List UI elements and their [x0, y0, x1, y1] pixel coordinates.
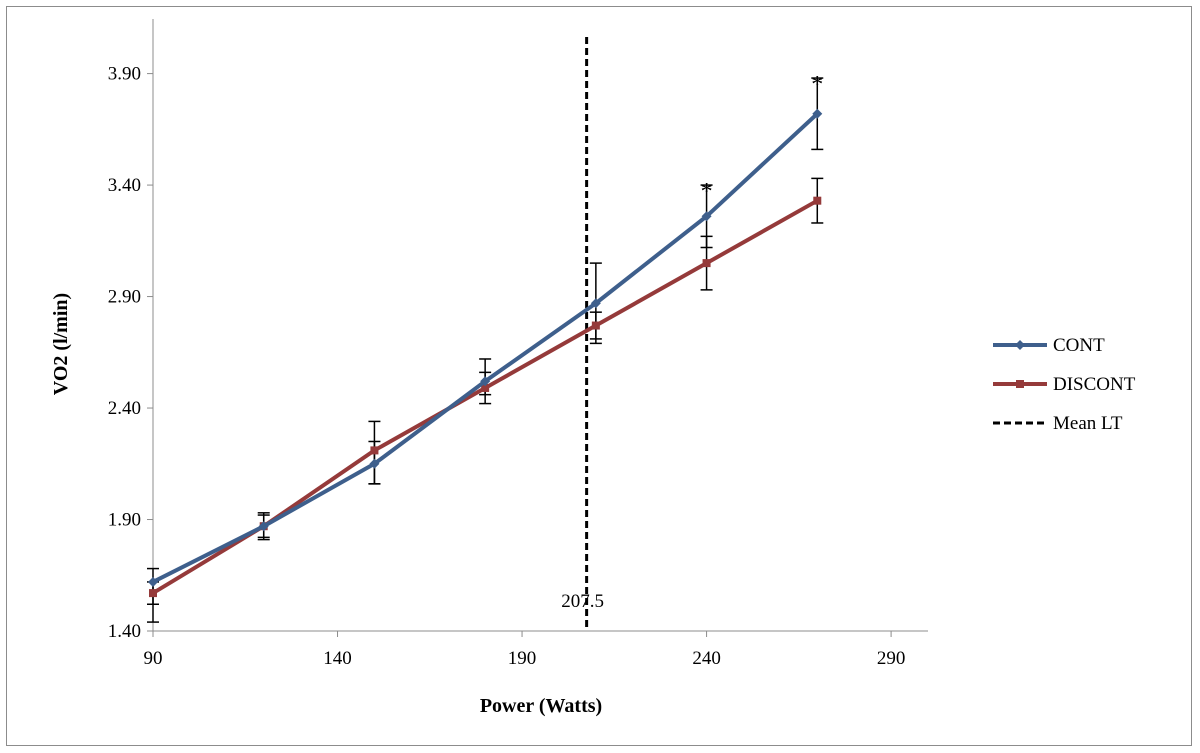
data-point-cont — [480, 376, 491, 387]
data-point-cont — [258, 521, 269, 532]
legend-marker-discont — [1016, 380, 1024, 388]
y-axis-title: VO2 (l/min) — [50, 293, 72, 395]
plot-area: 1.40 1.90 2.40 2.90 3.40 3.90 90 140 190 240 290 20… — [108, 19, 928, 669]
mean-lt-value-label: 207.5 — [561, 591, 604, 612]
data-point-cont — [701, 211, 712, 222]
legend-label-mean-lt: Mean LT — [1053, 413, 1123, 434]
y-tick-label: 2.40 — [108, 398, 141, 419]
y-tick-label: 2.90 — [108, 287, 141, 308]
x-tick-label: 290 — [877, 648, 906, 669]
data-point-discont — [481, 383, 490, 392]
data-point-discont — [149, 589, 157, 598]
legend-marker-cont — [1015, 340, 1025, 350]
significance-star: * — [811, 72, 823, 98]
x-axis-title: Power (Watts) — [480, 695, 602, 717]
x-tick-label: 240 — [692, 648, 721, 669]
x-tick-label: 190 — [508, 648, 537, 669]
data-point-discont — [813, 196, 822, 205]
series-line-cont — [152, 112, 819, 584]
data-point-discont — [702, 259, 711, 268]
chart-frame — [6, 6, 1192, 746]
legend-label-discont: DISCONT — [1053, 374, 1136, 395]
y-tick-label: 1.90 — [108, 510, 141, 531]
data-point-discont — [591, 321, 600, 330]
x-tick-label: 140 — [323, 648, 352, 669]
data-point-cont — [369, 458, 380, 469]
data-point-cont — [590, 298, 601, 309]
data-point-cont — [148, 576, 158, 587]
y-tick-label: 3.90 — [108, 64, 141, 85]
y-tick-label: 1.40 — [108, 621, 141, 642]
x-tick-label: 90 — [144, 648, 163, 669]
data-point-discont — [370, 446, 379, 455]
legend-label-cont: CONT — [1053, 335, 1105, 356]
y-tick-label: 3.40 — [108, 175, 141, 196]
data-point-cont — [812, 108, 823, 119]
significance-star: * — [701, 179, 713, 205]
legend: CONT DISCONT Mean LT — [993, 335, 1136, 434]
